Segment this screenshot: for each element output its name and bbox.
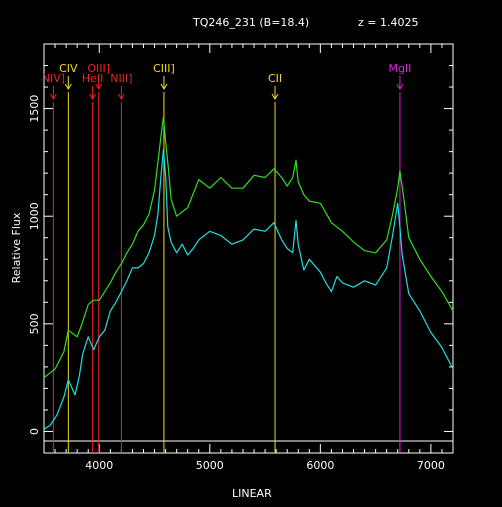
emission-line-label: CIV	[59, 62, 78, 75]
y-tick-label: 1000	[28, 202, 41, 230]
emission-arrow-head	[89, 93, 97, 100]
emission-arrow-head	[64, 83, 72, 90]
emission-arrow-head	[396, 83, 404, 90]
x-tick-label: 7000	[417, 459, 445, 472]
emission-line-label: NIII]	[110, 72, 132, 85]
emission-line-label: OIII]	[87, 62, 110, 75]
chart-title: TQ246_231 (B=18.4)	[192, 16, 309, 29]
spectrum-line	[43, 116, 454, 379]
emission-line-label: NIV]	[42, 72, 65, 85]
redshift-label: z = 1.4025	[358, 16, 418, 29]
y-tick-label: 1500	[28, 95, 41, 123]
x-tick-label: 5000	[196, 459, 224, 472]
emission-arrow-head	[49, 93, 57, 100]
plot-frame	[43, 43, 454, 454]
spectrum-line	[43, 148, 454, 430]
emission-arrow-head	[271, 93, 279, 100]
y-tick-label: 500	[28, 313, 41, 334]
emission-line-label: MgII	[388, 62, 411, 75]
spectrum-series	[43, 116, 454, 430]
emission-line-label: CII	[268, 72, 282, 85]
x-axis-label: LINEAR	[232, 487, 272, 500]
axis-ticks: 4000 5000 6000 7000 0 500 1000 1500	[28, 43, 454, 472]
emission-line-label: HeII	[82, 72, 104, 85]
emission-arrow-head	[160, 83, 168, 90]
y-tick-label: 0	[28, 428, 41, 435]
x-tick-label: 6000	[306, 459, 334, 472]
emission-arrow-head	[95, 83, 103, 90]
emission-arrow-head	[117, 93, 125, 100]
x-tick-label: 4000	[85, 459, 113, 472]
emission-line-label: CIII]	[153, 62, 175, 75]
y-axis-label: Relative Flux	[10, 212, 23, 283]
